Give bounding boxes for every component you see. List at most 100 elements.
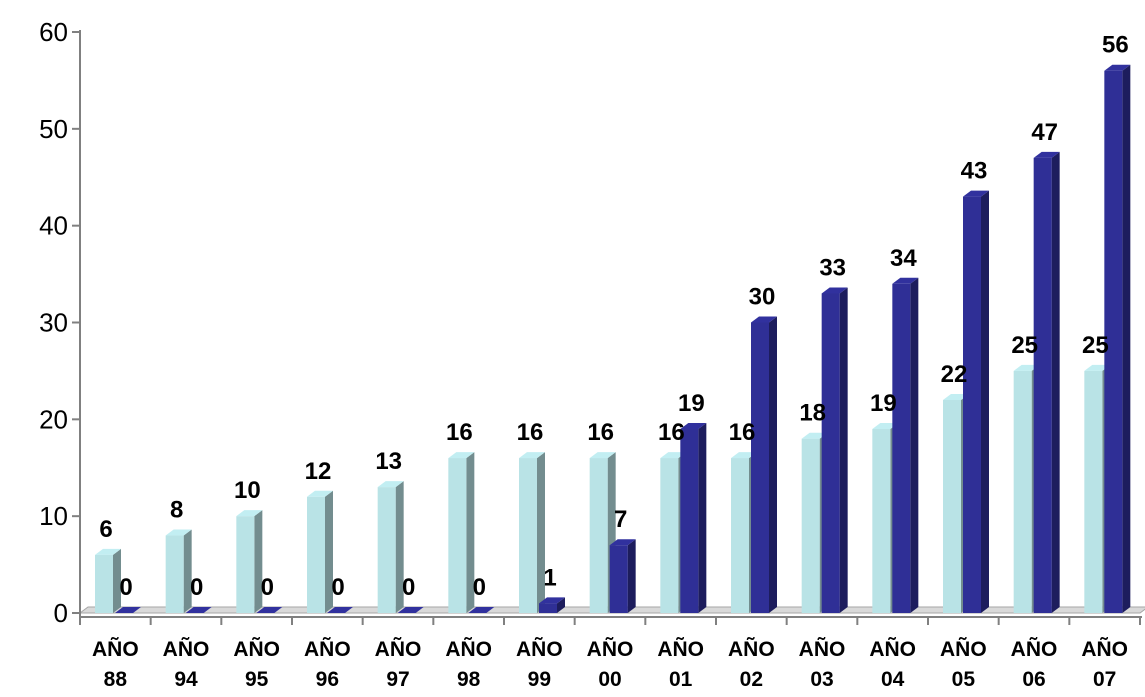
bar-front xyxy=(609,545,628,613)
bar-front xyxy=(95,554,113,613)
x-tick-label: AÑO xyxy=(1011,638,1058,661)
bar-top xyxy=(397,607,424,613)
bar-side xyxy=(910,277,919,613)
bar-top xyxy=(468,607,495,613)
bar xyxy=(236,510,263,613)
x-tick-label: 04 xyxy=(881,668,905,691)
bar-front xyxy=(660,458,679,613)
bar-top xyxy=(1084,364,1111,371)
bar-side xyxy=(395,481,404,613)
bar-top xyxy=(115,607,141,613)
data-label: 22 xyxy=(941,361,968,388)
x-tick-label: AÑO xyxy=(799,638,846,661)
y-tick-label: 40 xyxy=(39,211,68,241)
bar-front xyxy=(165,535,184,613)
bar-front xyxy=(963,196,981,613)
bar xyxy=(609,539,636,613)
bar-side xyxy=(627,539,636,613)
bar-side xyxy=(1122,64,1131,613)
bar xyxy=(1033,151,1060,613)
bar-side xyxy=(1051,151,1060,613)
data-label: 13 xyxy=(375,448,402,475)
x-tick-label: AÑO xyxy=(445,638,492,661)
bar-side xyxy=(839,287,848,613)
x-tick-label: 98 xyxy=(457,668,481,691)
data-label: 7 xyxy=(614,506,627,533)
data-label: 12 xyxy=(305,458,332,485)
x-tick-label: 01 xyxy=(669,668,693,691)
data-label: 0 xyxy=(119,574,132,601)
x-tick-label: 88 xyxy=(104,668,128,691)
bar-front xyxy=(821,293,840,613)
x-tick-label: 02 xyxy=(740,668,763,691)
bar xyxy=(519,452,545,613)
data-label: 16 xyxy=(446,419,473,446)
x-tick-label: AÑO xyxy=(375,638,422,661)
bar-front xyxy=(448,458,467,613)
data-label: 16 xyxy=(658,419,685,446)
x-tick-label: 94 xyxy=(174,668,198,691)
bar-side xyxy=(254,510,263,613)
bar-top xyxy=(963,190,989,197)
data-label: 33 xyxy=(819,254,846,281)
bar-front xyxy=(519,458,537,613)
y-tick-label: 20 xyxy=(39,404,68,434)
x-tick-label: AÑO xyxy=(587,638,634,661)
data-label: 30 xyxy=(749,284,776,311)
bar-top xyxy=(1033,151,1060,158)
bar xyxy=(327,607,353,613)
x-tick-label: 00 xyxy=(598,668,621,691)
bar xyxy=(963,190,989,613)
bar-top xyxy=(95,548,121,555)
bar-top xyxy=(892,277,919,284)
bar-front xyxy=(1013,370,1032,613)
data-label: 16 xyxy=(587,419,614,446)
x-tick-label: 96 xyxy=(316,668,339,691)
x-tick-label: 99 xyxy=(528,668,551,691)
bar-front xyxy=(1084,370,1103,613)
bar-top xyxy=(1013,364,1040,371)
axes: 0102030405060AÑO88AÑO94AÑO95AÑO96AÑO97AÑ… xyxy=(39,17,1142,691)
bar xyxy=(448,452,475,613)
bar-front xyxy=(307,496,325,613)
data-label: 6 xyxy=(99,516,112,543)
bar xyxy=(1104,64,1131,613)
bar-top xyxy=(236,510,263,517)
x-tick-label: AÑO xyxy=(940,638,987,661)
data-label: 0 xyxy=(190,574,203,601)
bar xyxy=(468,607,495,613)
bar xyxy=(680,423,707,613)
x-tick-label: 97 xyxy=(386,668,409,691)
data-label: 18 xyxy=(799,400,826,427)
bar xyxy=(95,548,121,613)
bar-side xyxy=(325,490,333,613)
y-tick-label: 10 xyxy=(39,501,68,531)
data-label: 0 xyxy=(473,574,486,601)
bar-top xyxy=(660,452,687,459)
data-label: 16 xyxy=(517,419,544,446)
bar xyxy=(397,607,424,613)
bar-top xyxy=(165,529,192,536)
x-tick-label: AÑO xyxy=(516,638,563,661)
x-tick-label: AÑO xyxy=(92,638,139,661)
bar-top xyxy=(801,432,828,439)
data-label: 56 xyxy=(1102,32,1129,59)
bar xyxy=(751,316,777,613)
bar-top xyxy=(609,539,636,546)
bar-top xyxy=(307,490,333,497)
bar-front xyxy=(377,487,396,613)
x-tick-label: AÑO xyxy=(728,638,775,661)
bar xyxy=(821,287,848,613)
bar-top xyxy=(327,607,353,613)
data-label: 25 xyxy=(1082,332,1109,359)
bars xyxy=(95,64,1131,613)
data-label: 0 xyxy=(331,574,344,601)
x-tick-label: 06 xyxy=(1022,668,1045,691)
data-label: 8 xyxy=(170,497,183,524)
bar xyxy=(115,607,141,613)
data-label: 25 xyxy=(1011,332,1038,359)
bar-top xyxy=(731,452,757,459)
bar-top xyxy=(185,607,212,613)
bar-front xyxy=(236,516,255,613)
